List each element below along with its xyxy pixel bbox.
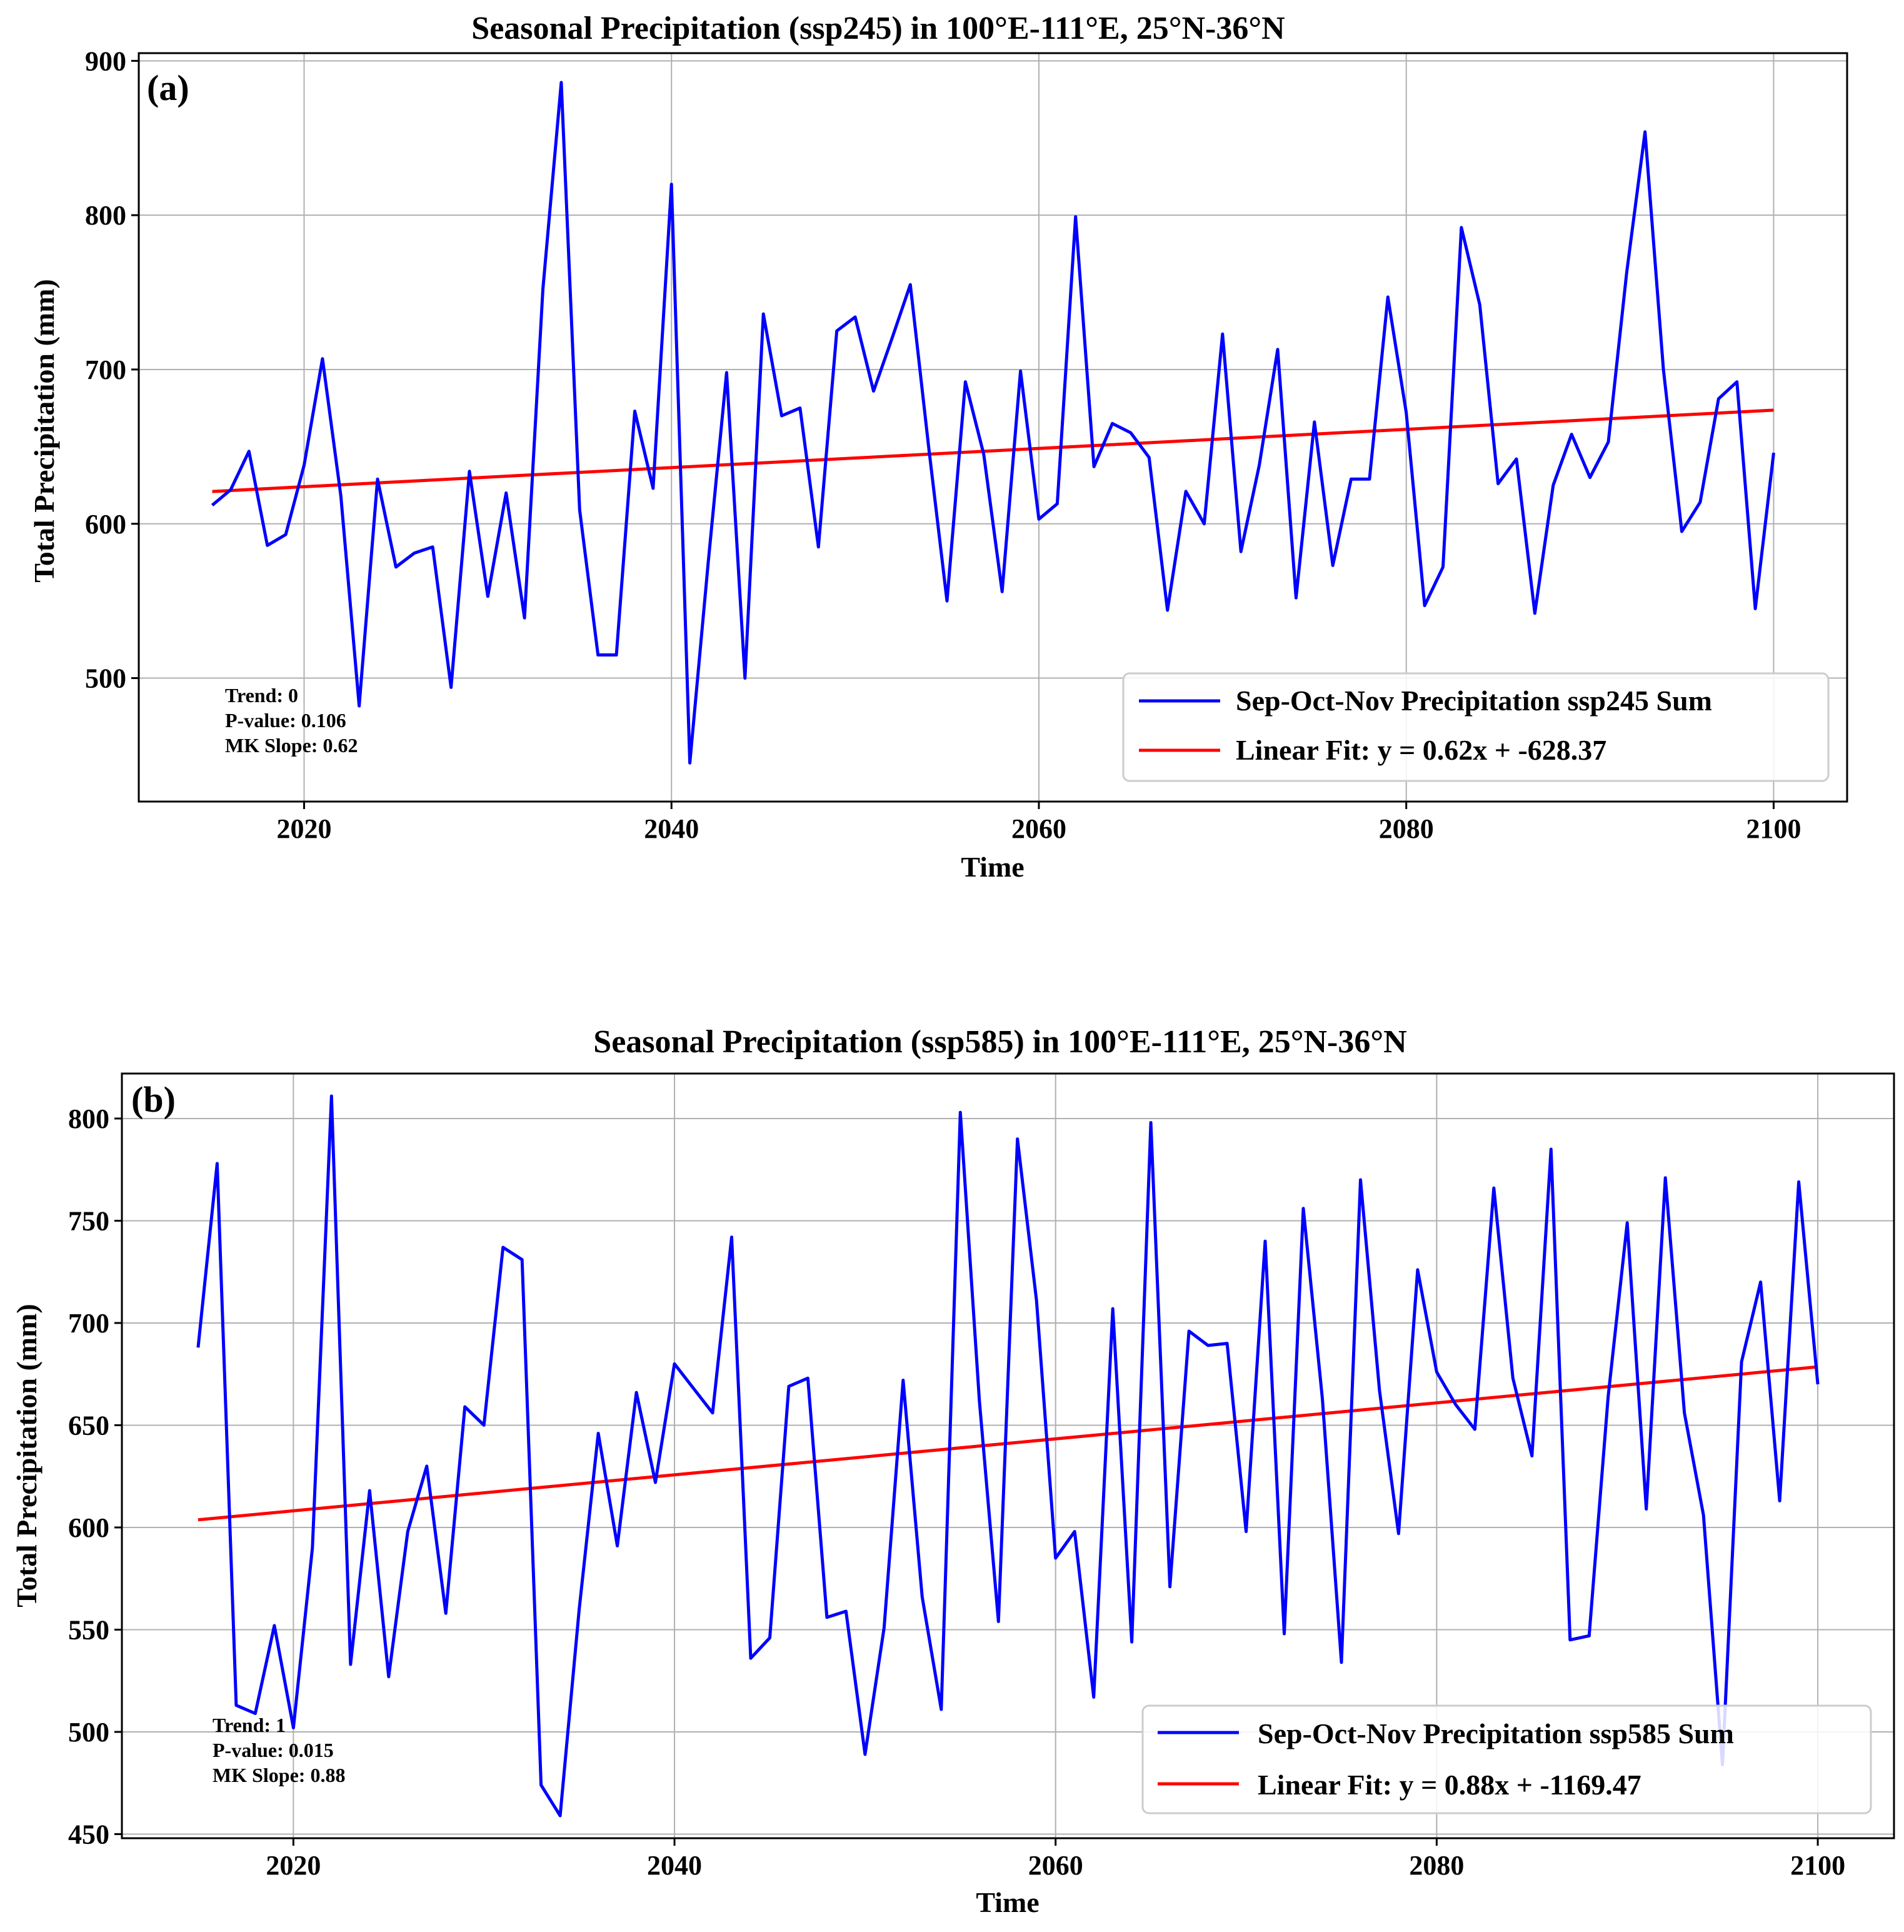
x-tick-label: 2100 xyxy=(1790,1850,1845,1881)
y-tick-label: 700 xyxy=(85,355,126,385)
statistics-box: Trend: 1 P-value: 0.015 MK Slope: 0.88 xyxy=(213,1714,345,1786)
plot-frame xyxy=(121,1072,1895,1839)
legend-entry-fit: Linear Fit: y = 0.88x + -1169.47 xyxy=(1258,1769,1641,1801)
linear-fit-line xyxy=(198,1365,1818,1522)
chart-title: Seasonal Precipitation (ssp245) in 100°E… xyxy=(471,11,1285,46)
fit-line xyxy=(212,408,1774,493)
legend-entry-series: Sep-Oct-Nov Precipitation ssp245 Sum xyxy=(1236,685,1712,717)
statistics-box: Trend: 0 P-value: 0.106 MK Slope: 0.62 xyxy=(225,684,358,757)
x-tick-label: 2080 xyxy=(1409,1850,1464,1881)
series-line xyxy=(211,81,1775,765)
series-line xyxy=(196,1094,1820,1818)
y-tick-label: 800 xyxy=(85,200,126,231)
y-tick-label: 600 xyxy=(85,509,126,540)
stats-mk-slope: MK Slope: 0.88 xyxy=(213,1764,345,1786)
y-tick-label: 800 xyxy=(68,1104,109,1134)
y-axis-ticks: 450 500 550 600 650 700 750 800 xyxy=(68,1104,122,1849)
grid-lines xyxy=(122,1074,1894,1838)
y-tick-label: 500 xyxy=(85,663,126,694)
x-axis-label: Time xyxy=(976,1886,1039,1918)
x-axis-ticks: 2020 2040 2060 2080 2100 xyxy=(266,1838,1845,1881)
y-tick-label: 450 xyxy=(68,1819,109,1849)
x-tick-label: 2060 xyxy=(1028,1850,1083,1881)
stats-p-value: P-value: 0.106 xyxy=(225,709,346,732)
legend: Sep-Oct-Nov Precipitation ssp585 Sum Lin… xyxy=(1141,1704,1872,1814)
y-axis-label: Total Precipitation (mm) xyxy=(11,1304,43,1607)
precipitation-series-line xyxy=(211,81,1775,765)
y-axis-label: Total Precipitation (mm) xyxy=(28,279,60,583)
fit-line xyxy=(198,1365,1818,1522)
x-tick-label: 2040 xyxy=(644,813,699,844)
x-tick-label: 2060 xyxy=(1011,813,1066,844)
x-axis-label: Time xyxy=(961,851,1024,883)
y-tick-label: 750 xyxy=(68,1205,109,1236)
x-tick-label: 2100 xyxy=(1746,813,1801,844)
chart-panel-b: Seasonal Precipitation (ssp585) in 100°E… xyxy=(11,1024,1895,1918)
y-tick-label: 900 xyxy=(85,46,126,76)
chart-title: Seasonal Precipitation (ssp585) in 100°E… xyxy=(593,1024,1406,1060)
x-tick-label: 2020 xyxy=(266,1850,321,1881)
y-tick-label: 600 xyxy=(68,1512,109,1543)
y-tick-label: 500 xyxy=(68,1717,109,1748)
y-tick-label: 700 xyxy=(68,1308,109,1339)
x-tick-label: 2040 xyxy=(647,1850,702,1881)
plot-frame xyxy=(138,52,1848,803)
y-tick-label: 550 xyxy=(68,1614,109,1645)
precipitation-series-line xyxy=(196,1094,1820,1818)
x-tick-label: 2020 xyxy=(276,813,331,844)
panel-label: (b) xyxy=(131,1079,176,1120)
stats-trend: Trend: 1 xyxy=(213,1714,286,1736)
legend-box xyxy=(1122,672,1830,782)
panel-label: (a) xyxy=(147,68,189,108)
x-tick-label: 2080 xyxy=(1379,813,1434,844)
legend-entry-fit: Linear Fit: y = 0.62x + -628.37 xyxy=(1236,734,1606,766)
stats-mk-slope: MK Slope: 0.62 xyxy=(225,734,358,757)
linear-fit-line xyxy=(212,408,1774,493)
y-axis-ticks: 500 600 700 800 900 xyxy=(85,46,139,694)
y-tick-label: 650 xyxy=(68,1410,109,1441)
x-axis-ticks: 2020 2040 2060 2080 2100 xyxy=(276,802,1801,844)
legend-box xyxy=(1141,1704,1872,1814)
legend: Sep-Oct-Nov Precipitation ssp245 Sum Lin… xyxy=(1122,672,1830,782)
stats-p-value: P-value: 0.015 xyxy=(213,1739,334,1761)
stats-trend: Trend: 0 xyxy=(225,684,298,707)
legend-entry-series: Sep-Oct-Nov Precipitation ssp585 Sum xyxy=(1258,1718,1734,1749)
chart-panel-a: Seasonal Precipitation (ssp245) in 100°E… xyxy=(28,11,1848,883)
